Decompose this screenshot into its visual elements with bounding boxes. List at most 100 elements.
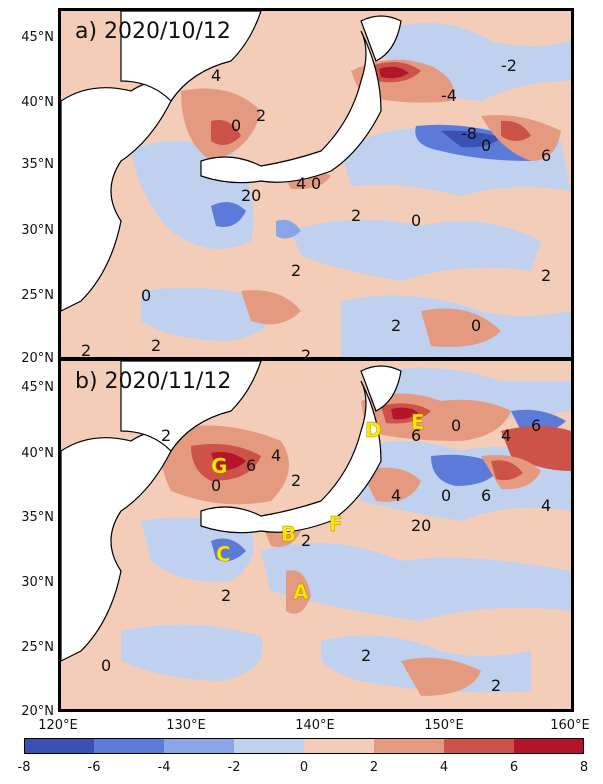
marker-e: E [411,410,425,434]
positive-anomaly-region [421,308,501,347]
lat-tick-label: 40°N [21,95,54,110]
strong-negative-region [211,538,246,562]
panel-b-title: b) 2020/11/12 [75,369,232,394]
colorbar-segment [374,738,444,754]
contour-label: 6 [246,456,256,475]
contour-label: -2 [501,56,517,75]
positive-anomaly-region [241,290,301,325]
very-strong-positive-region [379,66,409,79]
colorbar-tick-label: 4 [439,760,449,775]
negative-anomaly-region [121,624,263,681]
contour-label: 2 [151,336,161,355]
marker-a: A [293,580,309,604]
hokkaido [360,15,402,62]
contour-label: 0 [231,116,241,135]
marker-c: C [216,542,231,566]
colorbar-tick-label: -8 [17,760,31,775]
contour-label: 4 [541,496,551,515]
positive-anomaly-region [286,570,311,614]
asian-mainland [61,432,172,662]
very-strong-positive-region [391,407,419,420]
colorbar-tick-label: -6 [87,760,101,775]
lat-tick-label: 20°N [21,704,54,719]
contour-label: 2 [351,206,361,225]
contour-label: 4 [271,446,281,465]
negative-anomaly-region [291,219,541,281]
lat-tick-label: 25°N [21,288,54,303]
colorbar-segment [164,738,234,754]
positive-anomaly-region [401,657,481,696]
colorbar-tick-label: -4 [157,760,171,775]
contour-label: 0 [141,286,151,305]
contour-label: 2 [541,266,551,285]
contour-label: 2 [221,586,231,605]
lat-tick-label: 20°N [21,351,54,366]
lon-tick-label: 130°E [166,718,206,733]
lat-tick-label: 35°N [21,157,54,172]
contour-label: 2 [301,346,311,357]
contour-label: 2 [291,261,301,280]
contour-label: 6 [481,486,491,505]
very-strong-positive-region [211,452,246,470]
strong-negative-region [511,409,566,433]
lon-tick-label: 120°E [38,718,78,733]
colorbar [24,738,584,754]
lon-tick-label: 160°E [550,718,590,733]
contour-label: 0 [441,486,451,505]
colorbar-segment [94,738,164,754]
contour-label: 20 [241,186,261,205]
contour-label: 0 [411,211,421,230]
lat-tick-label: 40°N [21,446,54,461]
asian-mainland [61,82,172,312]
contour-label: 4 [391,486,401,505]
map-panel-b: 2 6 4 2 0 2 6 0 4 6 0 6 4 20 2 0 2 2 4 C… [58,358,574,712]
very-strong-negative-region [441,130,501,148]
lat-tick-label: 30°N [21,575,54,590]
colorbar-segment [304,738,374,754]
positive-anomaly-region [361,467,421,502]
contour-label: 2 [161,426,171,445]
contour-label: 4 [211,66,221,85]
lat-tick-label: 45°N [21,380,54,395]
colorbar-segment [514,738,584,754]
hokkaido [360,365,402,412]
strong-negative-region [211,202,246,227]
contour-label: 0 [451,416,461,435]
colorbar-tick-label: -2 [227,760,241,775]
strong-positive-region [501,426,571,471]
lon-tick-label: 140°E [295,718,335,733]
colorbar-segment [444,738,514,754]
northern-mainland [120,361,262,452]
map-b-canvas: 2 6 4 2 0 2 6 0 4 6 0 6 4 20 2 0 2 2 4 C… [61,361,571,709]
contour-label: -8 [461,124,477,143]
contour-label: 0 [101,656,111,675]
japan-islands [200,30,382,184]
panel-a-title: a) 2020/10/12 [75,19,231,44]
northern-mainland [120,11,262,102]
marker-d: D [365,418,382,442]
contour-label: 2 [81,341,91,357]
colorbar-segment [234,738,304,754]
negative-anomaly-region [141,287,273,341]
colorbar-tick-label: 8 [579,760,589,775]
contour-label: 0 [471,316,481,335]
negative-anomaly-region [261,543,571,621]
negative-anomaly-region [141,517,254,582]
contour-label: -4 [441,86,457,105]
contour-label: 2 [391,316,401,335]
japan-islands [200,380,382,534]
contour-label: 0 [311,174,321,193]
contour-label: 0 [211,476,221,495]
strong-positive-region [211,120,241,145]
contour-label: 2 [361,646,371,665]
contour-label: 20 [411,516,431,535]
strong-positive-region [491,460,523,481]
lon-tick-label: 150°E [424,718,464,733]
lat-tick-label: 45°N [21,30,54,45]
marker-b: B [281,522,296,546]
colorbar-tick-label: 6 [509,760,519,775]
strong-negative-region [431,454,501,486]
strong-negative-region [276,219,301,239]
colorbar-segment [24,738,94,754]
colorbar-tick-label: 2 [369,760,379,775]
